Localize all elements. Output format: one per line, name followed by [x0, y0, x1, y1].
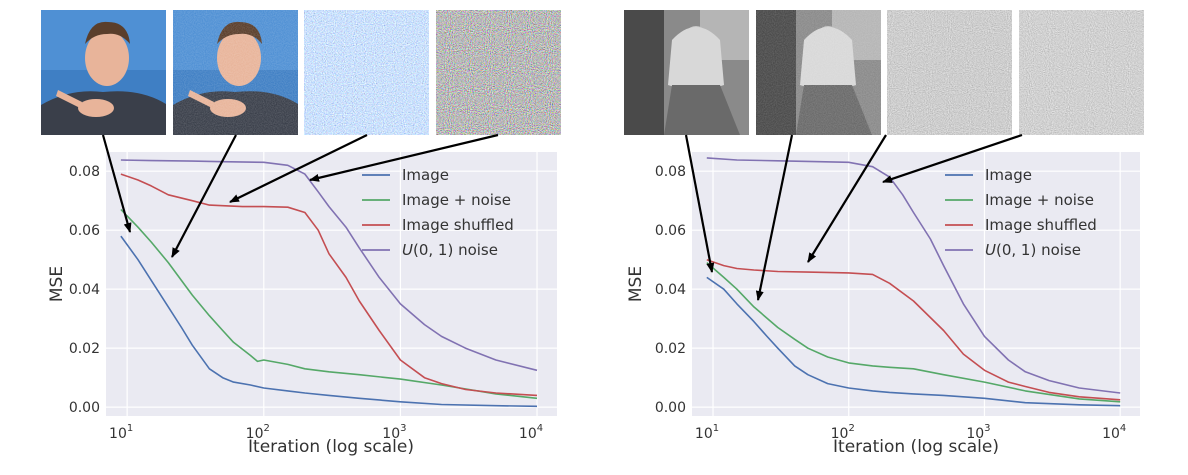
y-tick-label: 0.00 [69, 400, 100, 416]
legend-label: U(0, 1) noise [402, 241, 498, 259]
y-tick-label: 0.06 [655, 223, 686, 239]
y-tick-label: 0.02 [655, 341, 686, 357]
arrow-image-noise [171, 134, 237, 258]
chart-right: 0.00 0.02 0.04 0.06 0.08 101 102 103 104 Iterat… [624, 10, 1144, 457]
thumbnail-image-shuffled [304, 10, 429, 135]
legend: Image Image + noise Image shuffled U(0, 1) … [945, 166, 1097, 259]
series-line-image-shuffled [706, 258, 1121, 401]
x-tick-label: 103 [966, 423, 990, 442]
arrow-image-shuffled [807, 134, 887, 263]
legend-label: Image + noise [985, 191, 1094, 209]
series-line-u-0-1-noise [120, 159, 538, 372]
grid [692, 152, 1140, 416]
y-tick-label: 0.06 [69, 223, 100, 239]
y-tick-label: 0.08 [69, 164, 100, 180]
thumbnail-uniform-noise [1019, 10, 1144, 135]
arrow-uniform-noise [309, 133, 499, 182]
arrow-image-shuffled [229, 134, 368, 203]
arrow-uniform-noise [882, 133, 1023, 184]
x-axis-label: Iteration (log scale) [833, 437, 999, 457]
series-line-image-noise [706, 261, 1121, 403]
thumbnail-image-noise [756, 10, 881, 135]
y-tick-label: 0.04 [655, 282, 686, 298]
arrow-image-noise [755, 134, 794, 301]
thumbnails [624, 10, 1144, 135]
y-tick-label: 0.04 [69, 282, 100, 298]
x-tick-label: 102 [246, 423, 270, 442]
thumbnail-image-shuffled [887, 10, 1012, 135]
thumbnails [41, 10, 561, 135]
series-line-image [120, 235, 538, 408]
y-tick-label: 0.08 [655, 164, 686, 180]
thumbnail-image [624, 10, 749, 135]
legend-label: Image + noise [402, 191, 511, 209]
y-tick-label: 0.00 [655, 400, 686, 416]
y-tick-labels: 0.00 0.02 0.04 0.06 0.08 [69, 164, 100, 416]
arrow-image [101, 134, 132, 233]
x-tick-label: 102 [831, 423, 855, 442]
legend-label: Image [402, 166, 449, 184]
arrows [101, 133, 499, 258]
x-axis-label: Iteration (log scale) [248, 437, 414, 457]
x-tick-label: 101 [695, 423, 719, 442]
x-tick-labels: 101 102 103 104 [109, 423, 543, 442]
arrows [684, 133, 1023, 301]
series-line-image [706, 276, 1121, 407]
x-tick-label: 101 [109, 423, 133, 442]
legend-label: Image shuffled [985, 216, 1097, 234]
thumbnail-uniform-noise [436, 10, 561, 135]
legend: Image Image + noise Image shuffled U(0, 1) … [362, 166, 514, 259]
series-lines [706, 157, 1121, 407]
x-tick-labels: 101 102 103 104 [695, 423, 1126, 442]
plot-area [692, 152, 1140, 416]
y-tick-label: 0.02 [69, 341, 100, 357]
series-lines [120, 159, 538, 408]
x-tick-label: 104 [1102, 423, 1126, 442]
series-line-image-shuffled [120, 173, 538, 397]
legend-label: Image shuffled [402, 216, 514, 234]
x-tick-label: 104 [519, 423, 543, 442]
chart-left: 0.00 0.02 0.04 0.06 0.08 101 102 103 104 Iterat… [41, 10, 561, 457]
legend-label: U(0, 1) noise [985, 241, 1081, 259]
legend-label: Image [985, 166, 1032, 184]
thumbnail-image [41, 10, 166, 135]
y-tick-labels: 0.00 0.02 0.04 0.06 0.08 [655, 164, 686, 416]
thumbnail-image-noise [173, 10, 298, 135]
series-line-u-0-1-noise [706, 157, 1121, 394]
x-tick-label: 103 [382, 423, 406, 442]
grid [106, 152, 557, 416]
series-line-image-noise [120, 208, 538, 400]
arrow-image [684, 134, 715, 273]
y-axis-label: MSE [626, 266, 646, 302]
y-axis-label: MSE [47, 266, 67, 302]
